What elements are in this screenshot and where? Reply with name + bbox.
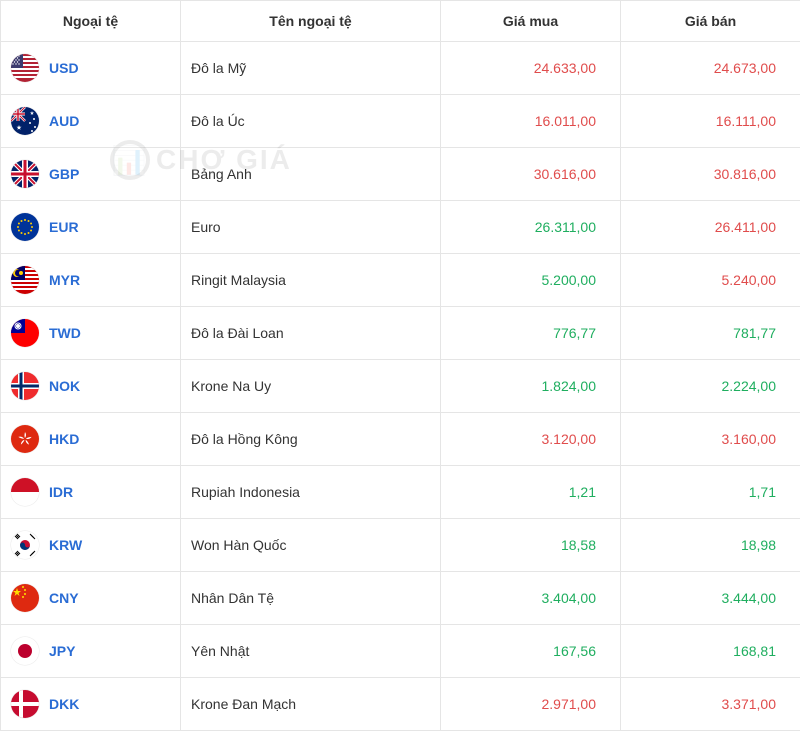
buy-price: 3.120,00 <box>441 413 621 466</box>
header-name: Tên ngoại tệ <box>181 1 441 42</box>
table-row[interactable]: USD Đô la Mỹ24.633,0024.673,00 <box>1 42 800 95</box>
currency-name: Đô la Đài Loan <box>181 307 441 360</box>
buy-price: 776,77 <box>441 307 621 360</box>
buy-price: 2.971,00 <box>441 678 621 731</box>
header-buy: Giá mua <box>441 1 621 42</box>
sell-price: 2.224,00 <box>621 360 800 413</box>
currency-name: Rupiah Indonesia <box>181 466 441 519</box>
flag-icon <box>11 107 39 135</box>
currency-code: CNY <box>49 590 79 606</box>
currency-name: Euro <box>181 201 441 254</box>
sell-price: 3.444,00 <box>621 572 800 625</box>
currency-code: GBP <box>49 166 79 182</box>
flag-icon <box>11 266 39 294</box>
currency-code: IDR <box>49 484 73 500</box>
sell-price: 781,77 <box>621 307 800 360</box>
flag-icon <box>11 54 39 82</box>
table-row[interactable]: CNY Nhân Dân Tệ3.404,003.444,00 <box>1 572 800 625</box>
flag-icon <box>11 637 39 665</box>
table-row[interactable]: MYR Ringit Malaysia5.200,005.240,00 <box>1 254 800 307</box>
sell-price: 1,71 <box>621 466 800 519</box>
currency-name: Nhân Dân Tệ <box>181 572 441 625</box>
buy-price: 24.633,00 <box>441 42 621 95</box>
flag-icon <box>11 372 39 400</box>
currency-name: Bảng Anh <box>181 148 441 201</box>
flag-icon <box>11 478 39 506</box>
flag-icon <box>11 690 39 718</box>
buy-price: 5.200,00 <box>441 254 621 307</box>
currency-name: Ringit Malaysia <box>181 254 441 307</box>
flag-icon <box>11 160 39 188</box>
currency-code: HKD <box>49 431 79 447</box>
flag-icon <box>11 531 39 559</box>
flag-icon <box>11 584 39 612</box>
currency-code: TWD <box>49 325 81 341</box>
sell-price: 5.240,00 <box>621 254 800 307</box>
sell-price: 168,81 <box>621 625 800 678</box>
table-row[interactable]: GBP Bảng Anh30.616,0030.816,00 <box>1 148 800 201</box>
sell-price: 3.160,00 <box>621 413 800 466</box>
header-currency: Ngoại tệ <box>1 1 181 42</box>
currency-code: USD <box>49 60 79 76</box>
exchange-rate-table: Ngoại tệ Tên ngoại tệ Giá mua Giá bán US… <box>0 0 800 731</box>
table-row[interactable]: EUR Euro26.311,0026.411,00 <box>1 201 800 254</box>
buy-price: 30.616,00 <box>441 148 621 201</box>
currency-name: Krone Na Uy <box>181 360 441 413</box>
flag-icon <box>11 213 39 241</box>
table-row[interactable]: IDR Rupiah Indonesia1,211,71 <box>1 466 800 519</box>
buy-price: 167,56 <box>441 625 621 678</box>
table-row[interactable]: KRW Won Hàn Quốc18,5818,98 <box>1 519 800 572</box>
currency-name: Đô la Hồng Kông <box>181 413 441 466</box>
sell-price: 26.411,00 <box>621 201 800 254</box>
currency-name: Đô la Úc <box>181 95 441 148</box>
currency-code: DKK <box>49 696 79 712</box>
table-header-row: Ngoại tệ Tên ngoại tệ Giá mua Giá bán <box>1 1 800 42</box>
currency-name: Krone Đan Mạch <box>181 678 441 731</box>
currency-code: KRW <box>49 537 82 553</box>
currency-name: Yên Nhật <box>181 625 441 678</box>
table-row[interactable]: TWD Đô la Đài Loan776,77781,77 <box>1 307 800 360</box>
flag-icon <box>11 425 39 453</box>
sell-price: 18,98 <box>621 519 800 572</box>
table-row[interactable]: AUD Đô la Úc16.011,0016.111,00 <box>1 95 800 148</box>
buy-price: 16.011,00 <box>441 95 621 148</box>
currency-name: Đô la Mỹ <box>181 42 441 95</box>
table-row[interactable]: HKD Đô la Hồng Kông3.120,003.160,00 <box>1 413 800 466</box>
buy-price: 18,58 <box>441 519 621 572</box>
buy-price: 1,21 <box>441 466 621 519</box>
buy-price: 26.311,00 <box>441 201 621 254</box>
currency-code: NOK <box>49 378 80 394</box>
sell-price: 30.816,00 <box>621 148 800 201</box>
currency-code: EUR <box>49 219 79 235</box>
table-row[interactable]: JPY Yên Nhật167,56168,81 <box>1 625 800 678</box>
table-row[interactable]: NOK Krone Na Uy1.824,002.224,00 <box>1 360 800 413</box>
currency-code: JPY <box>49 643 75 659</box>
currency-code: MYR <box>49 272 80 288</box>
sell-price: 16.111,00 <box>621 95 800 148</box>
table-row[interactable]: DKK Krone Đan Mạch2.971,003.371,00 <box>1 678 800 731</box>
sell-price: 3.371,00 <box>621 678 800 731</box>
currency-name: Won Hàn Quốc <box>181 519 441 572</box>
currency-code: AUD <box>49 113 79 129</box>
buy-price: 3.404,00 <box>441 572 621 625</box>
flag-icon <box>11 319 39 347</box>
header-sell: Giá bán <box>621 1 800 42</box>
sell-price: 24.673,00 <box>621 42 800 95</box>
buy-price: 1.824,00 <box>441 360 621 413</box>
